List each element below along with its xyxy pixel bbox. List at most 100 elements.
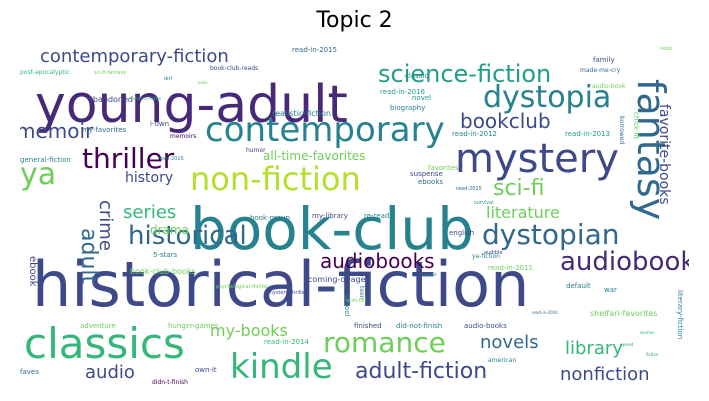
word-kindle: kindle [230, 347, 333, 387]
word-historical-fiction: historical-fiction [32, 248, 529, 321]
word-own-it: own-it [195, 366, 217, 374]
word-literature: literature [486, 203, 560, 222]
word-owned: owned [620, 342, 634, 347]
word-my-library: my-library [312, 212, 348, 220]
word-read-in-2015: read-in-2015 [292, 46, 337, 54]
word-bookclub: bookclub [460, 109, 551, 133]
word-adult: adult [76, 228, 101, 285]
word-book-group: book-group [250, 214, 290, 222]
word-read-in-2012: read-in-2012 [452, 130, 497, 138]
word-my-books: my-books [210, 321, 288, 340]
word-read-in-2011: read-in-2011 [488, 264, 533, 272]
word-dystopian: dystopian [482, 218, 620, 251]
word-5-stars: 5-stars [153, 251, 178, 259]
word-made-me-cry: made-me-cry [580, 67, 621, 74]
word-crime: crime [95, 200, 116, 251]
word-audible: audible [484, 250, 502, 256]
word-contemporary: contemporary [205, 110, 445, 150]
word-american: american [488, 357, 516, 364]
word-shelfari-favorites: shelfari-favorites [590, 309, 658, 318]
word-war: war [604, 286, 617, 294]
word-thriller: thriller [82, 142, 175, 175]
word-book-club-reads: book-club-reads [210, 65, 258, 72]
word-chick-lit: chick-lit [632, 112, 640, 140]
word-all-time-favorites: all-time-favorites [263, 149, 365, 163]
word-humor: humor [246, 147, 266, 154]
word-romance-fiction: romance-fiction [130, 96, 162, 101]
word-read-in-2014: read-in-2014 [264, 338, 310, 346]
word-biography: biography [390, 104, 425, 112]
word-contemporary-fiction: contemporary-fiction [40, 46, 229, 67]
word-fantasy: fantasy [629, 79, 673, 220]
word-borrowed: borrowed [618, 116, 625, 144]
word-teen: teen [358, 286, 365, 300]
word-non-fiction: non-fiction [190, 160, 361, 198]
word-drama: drama [150, 223, 189, 237]
word-faves: faves [20, 368, 39, 376]
word-romance: romance [323, 326, 446, 359]
word-dnf: dnf [164, 76, 172, 82]
word-psychological-thriller: psychological-thriller [216, 284, 269, 290]
word-favorite-books: favorite-books [656, 104, 672, 205]
word-hunger-games: hunger-games [168, 322, 219, 330]
word-suspense: suspense [410, 170, 443, 178]
word-didn-t-finish: didn-t-finish [152, 379, 188, 386]
word-school: school [343, 294, 351, 316]
word-survival: survival [474, 200, 494, 206]
word-novels: novels [480, 332, 539, 353]
word-i-own: i-own [150, 120, 169, 128]
word-abandoned: abandoned [88, 95, 133, 104]
word-adult-fiction: adult-fiction [355, 359, 487, 384]
word-audio-book: audio-book [592, 83, 626, 90]
word-dystopia: dystopia [483, 80, 611, 115]
word-book-club-books: book-club-books [130, 267, 196, 276]
word-wish-list: wish-list [346, 298, 366, 304]
word-audiobooks: audiobooks [320, 249, 435, 273]
word-my-favorites: my-favorites [82, 126, 126, 134]
word-did-not-finish: did-not-finish [396, 322, 442, 330]
word-literary-fiction: literary-fiction [676, 290, 684, 339]
word-english: english [449, 229, 474, 237]
chart-title: Topic 2 [316, 8, 393, 33]
word-post-apocalyptic: post-apocalyptic [20, 69, 70, 76]
word-science-fiction: science-fiction [378, 60, 551, 88]
word-ya-fiction: ya-fiction [472, 253, 500, 260]
word-memoirs: memoirs [170, 133, 196, 140]
word-audiobook: audiobook [560, 247, 689, 277]
word-sci-fi-fantasy: sci-fi-fantasy [94, 70, 126, 76]
word-nonfiction: nonfiction [560, 364, 650, 385]
word-ya: ya [20, 157, 56, 192]
word-sci-fi: sci-fi [493, 176, 544, 201]
word-read-2015: read-2015 [456, 186, 482, 192]
word-favorites: favorites [428, 164, 459, 172]
word-kobo: kobo [198, 80, 208, 85]
word-classics: classics [24, 319, 185, 368]
word-finished: finished [354, 322, 382, 330]
word-novel: novel [412, 94, 431, 102]
word-family: family [593, 56, 615, 64]
word-classic: classic [405, 72, 428, 80]
word-women: women [640, 330, 655, 335]
word-general-fiction: general-fiction [20, 156, 71, 164]
word-read-2016: read-2016 [158, 156, 184, 162]
word-nook: nook [660, 46, 672, 52]
word-historical: historical [128, 221, 247, 251]
word-read-in-2016: read-in-2016 [380, 88, 426, 96]
word-book-club: book-club [190, 195, 474, 263]
word-coming-of-age: coming-of-age [308, 275, 366, 284]
word-young-adult: young-adult [35, 75, 348, 135]
word-adventure: adventure [80, 322, 116, 330]
word-mystery-thriller: mystery-thriller [268, 290, 308, 296]
word-audio: audio [85, 362, 135, 383]
word-re-read: re-read [364, 212, 389, 220]
word-to-read: to-read [422, 272, 437, 277]
word-series: series [123, 202, 176, 223]
word-mystery: mystery [455, 136, 619, 182]
word-library: library [565, 338, 623, 359]
word-memoir: memoir [20, 119, 94, 143]
word-read-in-2013: read-in-2013 [565, 130, 610, 138]
word-default: default [566, 282, 591, 290]
word-fiction: fiction [646, 352, 659, 357]
word-history: history [125, 170, 173, 186]
